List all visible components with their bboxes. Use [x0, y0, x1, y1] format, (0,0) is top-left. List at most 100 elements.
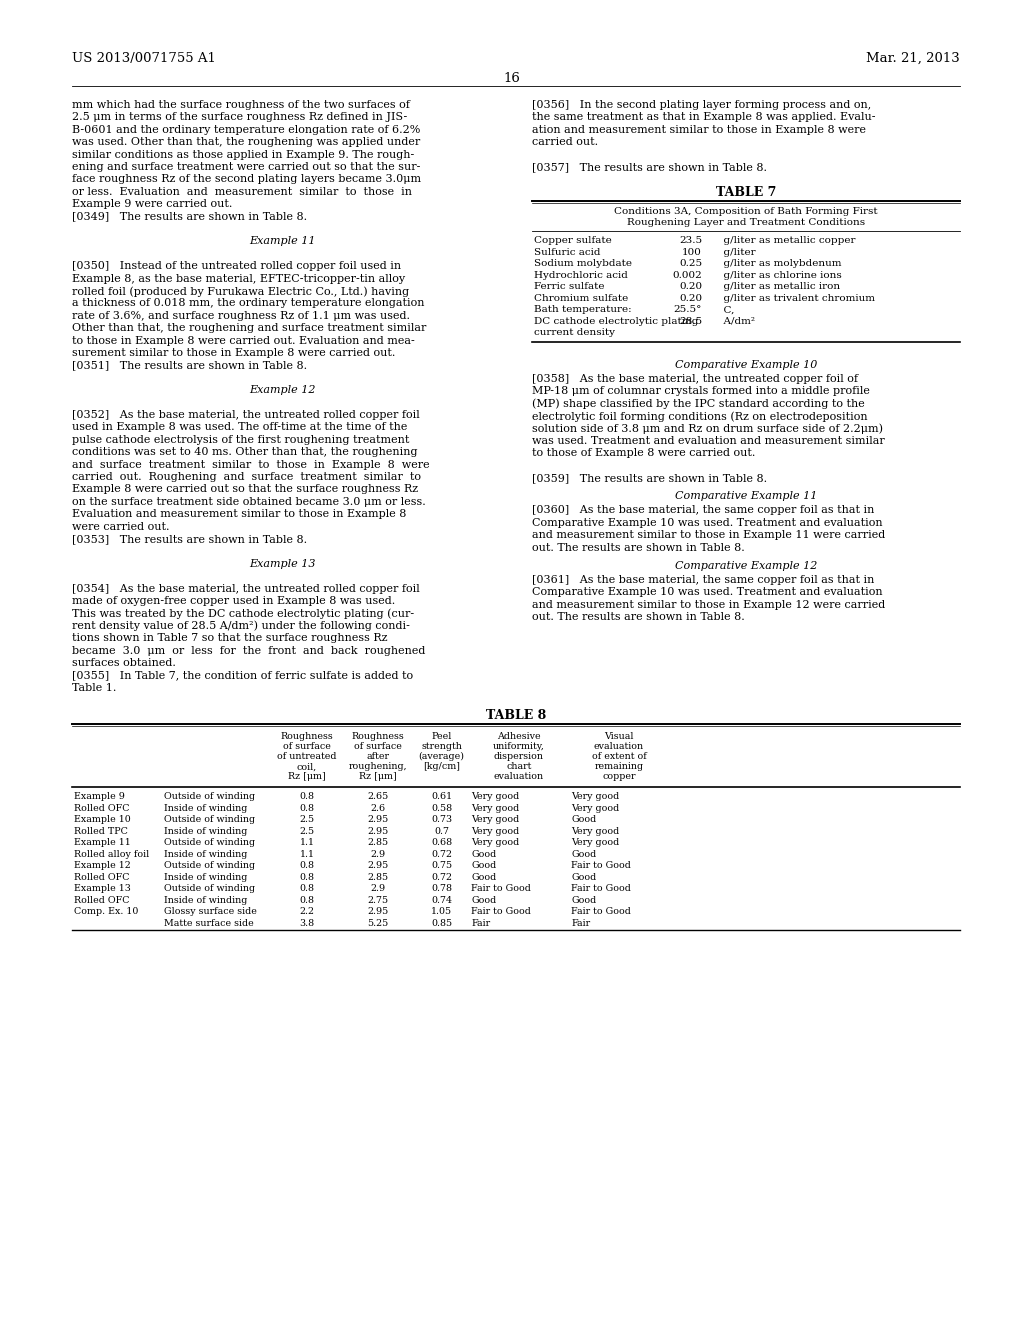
- Text: 0.20: 0.20: [679, 294, 702, 302]
- Text: TABLE 7: TABLE 7: [716, 186, 776, 199]
- Text: face roughness Rz of the second plating layers became 3.0μm: face roughness Rz of the second plating …: [72, 174, 421, 185]
- Text: Mar. 21, 2013: Mar. 21, 2013: [866, 51, 961, 65]
- Text: Evaluation and measurement similar to those in Example 8: Evaluation and measurement similar to th…: [72, 510, 407, 519]
- Text: 2.5: 2.5: [299, 816, 314, 824]
- Text: 16: 16: [504, 73, 520, 84]
- Text: 2.9: 2.9: [371, 850, 386, 859]
- Text: Good: Good: [471, 896, 497, 904]
- Text: [0355]   In Table 7, the condition of ferric sulfate is added to: [0355] In Table 7, the condition of ferr…: [72, 671, 413, 680]
- Text: 1.1: 1.1: [299, 850, 314, 859]
- Text: solution side of 3.8 μm and Rz on drum surface side of 2.2μm): solution side of 3.8 μm and Rz on drum s…: [532, 424, 883, 434]
- Text: Very good: Very good: [471, 816, 519, 824]
- Text: Other than that, the roughening and surface treatment similar: Other than that, the roughening and surf…: [72, 323, 426, 333]
- Text: 0.75: 0.75: [431, 861, 452, 870]
- Text: 2.85: 2.85: [368, 838, 388, 847]
- Text: out. The results are shown in Table 8.: out. The results are shown in Table 8.: [532, 543, 744, 553]
- Text: [0352]   As the base material, the untreated rolled copper foil: [0352] As the base material, the untreat…: [72, 411, 420, 420]
- Text: Comparative Example 12: Comparative Example 12: [675, 561, 817, 572]
- Text: copper: copper: [602, 772, 636, 781]
- Text: [kg/cm]: [kg/cm]: [423, 762, 460, 771]
- Text: evaluation: evaluation: [594, 742, 644, 751]
- Text: Rz [μm]: Rz [μm]: [359, 772, 397, 781]
- Text: Example 11: Example 11: [249, 236, 315, 247]
- Text: Good: Good: [471, 873, 497, 882]
- Text: Sodium molybdate: Sodium molybdate: [534, 260, 632, 268]
- Text: 0.72: 0.72: [431, 850, 452, 859]
- Text: Good: Good: [571, 896, 596, 904]
- Text: Adhesive: Adhesive: [498, 733, 541, 742]
- Text: Comp. Ex. 10: Comp. Ex. 10: [74, 907, 138, 916]
- Text: Fair: Fair: [571, 919, 590, 928]
- Text: Example 12: Example 12: [74, 861, 131, 870]
- Text: 28.5: 28.5: [679, 317, 702, 326]
- Text: Conditions 3A, Composition of Bath Forming First: Conditions 3A, Composition of Bath Formi…: [614, 207, 878, 216]
- Text: Fair to Good: Fair to Good: [471, 907, 530, 916]
- Text: Outside of winding: Outside of winding: [164, 816, 255, 824]
- Text: 0.8: 0.8: [299, 896, 314, 904]
- Text: tions shown in Table 7 so that the surface roughness Rz: tions shown in Table 7 so that the surfa…: [72, 634, 387, 643]
- Text: and measurement similar to those in Example 12 were carried: and measurement similar to those in Exam…: [532, 599, 886, 610]
- Text: Good: Good: [571, 873, 596, 882]
- Text: Roughness: Roughness: [351, 733, 404, 742]
- Text: surement similar to those in Example 8 were carried out.: surement similar to those in Example 8 w…: [72, 348, 395, 358]
- Text: Comparative Example 11: Comparative Example 11: [675, 491, 817, 502]
- Text: Outside of winding: Outside of winding: [164, 838, 255, 847]
- Text: or less.  Evaluation  and  measurement  similar  to  those  in: or less. Evaluation and measurement simi…: [72, 187, 412, 197]
- Text: TABLE 8: TABLE 8: [485, 709, 546, 722]
- Text: of surface: of surface: [283, 742, 331, 751]
- Text: remaining: remaining: [595, 762, 643, 771]
- Text: Very good: Very good: [471, 804, 519, 813]
- Text: and  surface  treatment  similar  to  those  in  Example  8  were: and surface treatment similar to those i…: [72, 459, 430, 470]
- Text: became  3.0  μm  or  less  for  the  front  and  back  roughened: became 3.0 μm or less for the front and …: [72, 645, 425, 656]
- Text: Chromium sulfate: Chromium sulfate: [534, 294, 629, 302]
- Text: Example 11: Example 11: [74, 838, 131, 847]
- Text: made of oxygen-free copper used in Example 8 was used.: made of oxygen-free copper used in Examp…: [72, 597, 395, 606]
- Text: Very good: Very good: [571, 826, 620, 836]
- Text: 1.1: 1.1: [299, 838, 314, 847]
- Text: [0361]   As the base material, the same copper foil as that in: [0361] As the base material, the same co…: [532, 576, 874, 585]
- Text: Inside of winding: Inside of winding: [164, 826, 248, 836]
- Text: 0.68: 0.68: [431, 838, 452, 847]
- Text: [0349]   The results are shown in Table 8.: [0349] The results are shown in Table 8.: [72, 211, 307, 222]
- Text: Ferric sulfate: Ferric sulfate: [534, 282, 604, 292]
- Text: Very good: Very good: [571, 792, 620, 801]
- Text: 2.75: 2.75: [368, 896, 388, 904]
- Text: [0358]   As the base material, the untreated copper foil of: [0358] As the base material, the untreat…: [532, 374, 858, 384]
- Text: used in Example 8 was used. The off-time at the time of the: used in Example 8 was used. The off-time…: [72, 422, 408, 433]
- Text: g/liter as molybdenum: g/liter as molybdenum: [717, 260, 842, 268]
- Text: 0.002: 0.002: [672, 271, 702, 280]
- Text: 0.8: 0.8: [299, 884, 314, 894]
- Text: Outside of winding: Outside of winding: [164, 792, 255, 801]
- Text: to those in Example 8 were carried out. Evaluation and mea-: to those in Example 8 were carried out. …: [72, 335, 415, 346]
- Text: 0.58: 0.58: [431, 804, 452, 813]
- Text: Very good: Very good: [471, 838, 519, 847]
- Text: Very good: Very good: [471, 826, 519, 836]
- Text: rate of 3.6%, and surface roughness Rz of 1.1 μm was used.: rate of 3.6%, and surface roughness Rz o…: [72, 310, 410, 321]
- Text: 2.85: 2.85: [368, 873, 388, 882]
- Text: Example 13: Example 13: [249, 558, 315, 569]
- Text: Fair to Good: Fair to Good: [471, 884, 530, 894]
- Text: g/liter as metallic iron: g/liter as metallic iron: [717, 282, 840, 292]
- Text: [0354]   As the base material, the untreated rolled copper foil: [0354] As the base material, the untreat…: [72, 583, 420, 594]
- Text: 0.78: 0.78: [431, 884, 452, 894]
- Text: Inside of winding: Inside of winding: [164, 873, 248, 882]
- Text: similar conditions as those applied in Example 9. The rough-: similar conditions as those applied in E…: [72, 149, 415, 160]
- Text: roughening,: roughening,: [349, 762, 408, 771]
- Text: Glossy surface side: Glossy surface side: [164, 907, 257, 916]
- Text: mm which had the surface roughness of the two surfaces of: mm which had the surface roughness of th…: [72, 100, 410, 110]
- Text: Rolled OFC: Rolled OFC: [74, 804, 129, 813]
- Text: 0.72: 0.72: [431, 873, 452, 882]
- Text: 2.9: 2.9: [371, 884, 386, 894]
- Text: Good: Good: [471, 850, 497, 859]
- Text: coil,: coil,: [297, 762, 317, 771]
- Text: Inside of winding: Inside of winding: [164, 896, 248, 904]
- Text: Example 13: Example 13: [74, 884, 131, 894]
- Text: Roughness: Roughness: [281, 733, 334, 742]
- Text: of surface: of surface: [354, 742, 402, 751]
- Text: on the surface treatment side obtained became 3.0 μm or less.: on the surface treatment side obtained b…: [72, 496, 426, 507]
- Text: 2.95: 2.95: [368, 861, 389, 870]
- Text: a thickness of 0.018 mm, the ordinary temperature elongation: a thickness of 0.018 mm, the ordinary te…: [72, 298, 425, 309]
- Text: Roughening Layer and Treatment Conditions: Roughening Layer and Treatment Condition…: [627, 218, 865, 227]
- Text: rent density value of 28.5 A/dm²) under the following condi-: rent density value of 28.5 A/dm²) under …: [72, 620, 410, 631]
- Text: DC cathode electrolytic plating: DC cathode electrolytic plating: [534, 317, 698, 326]
